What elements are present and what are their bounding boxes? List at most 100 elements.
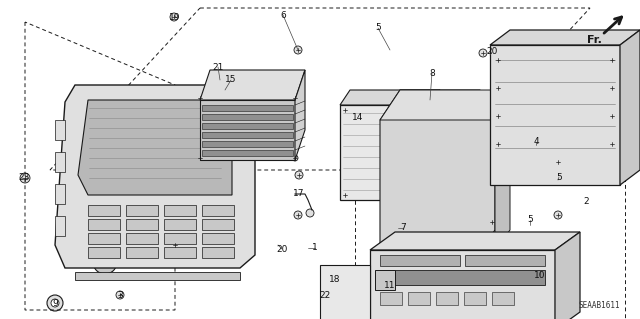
Polygon shape: [78, 100, 232, 195]
Circle shape: [461, 126, 469, 134]
Text: 2: 2: [583, 197, 589, 206]
Circle shape: [461, 154, 469, 162]
Circle shape: [93, 250, 117, 274]
Polygon shape: [202, 219, 234, 230]
Text: 7: 7: [400, 224, 406, 233]
Polygon shape: [164, 219, 196, 230]
Circle shape: [388, 207, 402, 221]
Circle shape: [554, 211, 562, 219]
Text: 23: 23: [19, 174, 29, 182]
Polygon shape: [55, 184, 65, 204]
Polygon shape: [202, 132, 293, 138]
Polygon shape: [380, 270, 545, 285]
Polygon shape: [495, 100, 510, 250]
Text: SEAAB1611: SEAAB1611: [579, 301, 620, 310]
Text: 4: 4: [533, 137, 539, 146]
Circle shape: [342, 107, 348, 113]
Circle shape: [292, 95, 298, 101]
Polygon shape: [202, 233, 234, 244]
Text: 11: 11: [384, 280, 396, 290]
Polygon shape: [88, 205, 120, 216]
Polygon shape: [492, 292, 514, 305]
Circle shape: [292, 155, 298, 161]
Circle shape: [100, 257, 110, 267]
Polygon shape: [164, 247, 196, 258]
Polygon shape: [202, 247, 234, 258]
Text: 21: 21: [212, 63, 224, 71]
Polygon shape: [490, 45, 620, 185]
Circle shape: [391, 182, 399, 190]
Text: 22: 22: [319, 291, 331, 300]
Text: 3: 3: [117, 291, 123, 300]
Text: 8: 8: [429, 69, 435, 78]
Circle shape: [609, 57, 615, 63]
Polygon shape: [202, 123, 293, 129]
Polygon shape: [375, 270, 395, 290]
Circle shape: [495, 113, 501, 119]
Circle shape: [609, 141, 615, 147]
Circle shape: [116, 291, 124, 299]
Polygon shape: [202, 205, 234, 216]
Circle shape: [458, 179, 472, 193]
Text: 5: 5: [527, 216, 533, 225]
Polygon shape: [55, 216, 65, 236]
Circle shape: [197, 95, 203, 101]
Circle shape: [171, 241, 179, 249]
Circle shape: [479, 49, 487, 57]
Polygon shape: [380, 292, 402, 305]
Polygon shape: [55, 85, 255, 268]
Polygon shape: [164, 205, 196, 216]
Circle shape: [458, 151, 472, 165]
Polygon shape: [126, 233, 158, 244]
Circle shape: [197, 155, 203, 161]
Circle shape: [461, 210, 469, 218]
Circle shape: [391, 154, 399, 162]
Circle shape: [488, 218, 496, 226]
Circle shape: [554, 158, 562, 166]
Circle shape: [495, 57, 501, 63]
Text: 20: 20: [486, 48, 498, 56]
Polygon shape: [380, 255, 460, 266]
Circle shape: [170, 13, 178, 21]
Circle shape: [294, 46, 302, 54]
Polygon shape: [202, 105, 293, 111]
Polygon shape: [126, 205, 158, 216]
Circle shape: [458, 123, 472, 137]
Polygon shape: [370, 250, 555, 319]
Text: 10: 10: [534, 271, 546, 279]
Polygon shape: [340, 90, 440, 105]
Text: 5: 5: [556, 173, 562, 182]
Polygon shape: [200, 70, 305, 100]
Polygon shape: [555, 232, 580, 319]
Polygon shape: [202, 141, 293, 147]
Circle shape: [609, 113, 615, 119]
Polygon shape: [202, 150, 293, 156]
Text: 19: 19: [169, 12, 180, 21]
Polygon shape: [465, 255, 545, 266]
Polygon shape: [55, 152, 65, 172]
Circle shape: [47, 295, 63, 311]
Circle shape: [342, 192, 348, 198]
Polygon shape: [430, 90, 440, 200]
Circle shape: [294, 211, 302, 219]
Circle shape: [495, 141, 501, 147]
Text: 9: 9: [52, 299, 58, 308]
Text: Fr.: Fr.: [587, 35, 602, 45]
Text: 15: 15: [225, 76, 237, 85]
Circle shape: [388, 151, 402, 165]
Polygon shape: [380, 90, 495, 250]
Text: 17: 17: [293, 189, 305, 198]
Circle shape: [388, 123, 402, 137]
Circle shape: [306, 209, 314, 217]
Text: 18: 18: [329, 276, 340, 285]
Polygon shape: [164, 233, 196, 244]
Polygon shape: [320, 265, 370, 319]
Circle shape: [461, 182, 469, 190]
Polygon shape: [340, 105, 430, 200]
Polygon shape: [126, 247, 158, 258]
Polygon shape: [55, 120, 65, 140]
Polygon shape: [436, 292, 458, 305]
Circle shape: [458, 207, 472, 221]
Text: 5: 5: [375, 24, 381, 33]
Polygon shape: [370, 232, 580, 250]
